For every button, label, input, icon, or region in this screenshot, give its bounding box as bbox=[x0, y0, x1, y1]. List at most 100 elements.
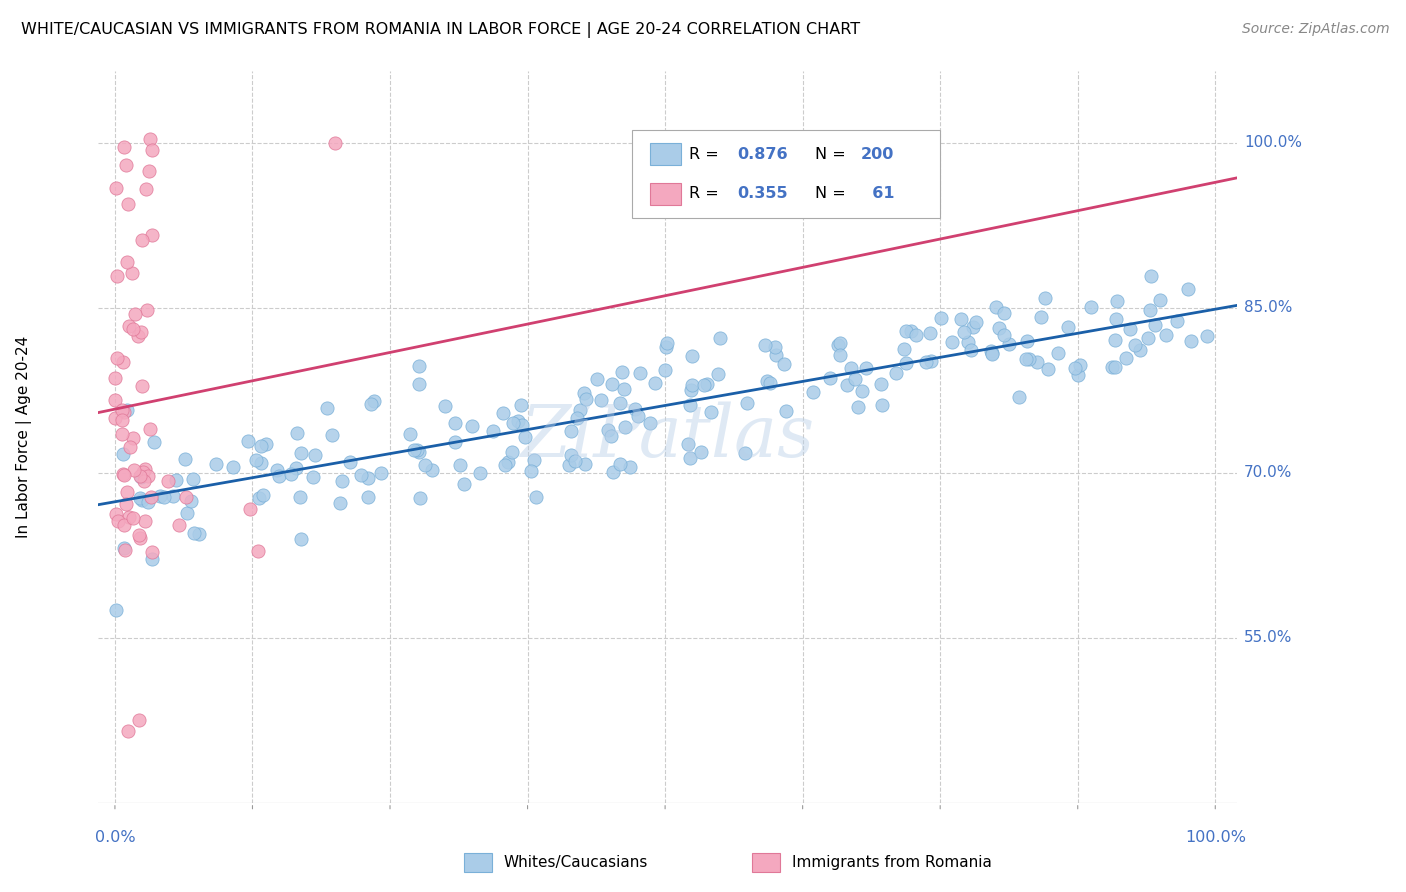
Point bbox=[1129, 343, 1152, 357]
Point bbox=[756, 374, 779, 388]
Point bbox=[1038, 362, 1060, 376]
Point bbox=[117, 484, 139, 499]
Point bbox=[122, 321, 145, 335]
Point bbox=[357, 471, 380, 485]
Point bbox=[1140, 269, 1163, 284]
Point bbox=[107, 514, 129, 528]
Point bbox=[734, 446, 756, 460]
Point bbox=[129, 470, 152, 484]
Point bbox=[589, 393, 612, 408]
Point bbox=[984, 300, 1007, 314]
Point bbox=[1119, 322, 1142, 336]
Point bbox=[496, 455, 519, 469]
Point bbox=[839, 361, 862, 376]
Point bbox=[993, 327, 1015, 342]
Point bbox=[128, 714, 150, 728]
Point bbox=[105, 269, 128, 284]
Point bbox=[586, 372, 609, 386]
Text: In Labor Force | Age 20-24: In Labor Force | Age 20-24 bbox=[17, 336, 32, 538]
Point bbox=[129, 491, 152, 505]
Point bbox=[111, 403, 134, 417]
Point bbox=[149, 489, 172, 503]
Point bbox=[870, 398, 893, 412]
Point bbox=[820, 370, 842, 384]
Text: Source: ZipAtlas.com: Source: ZipAtlas.com bbox=[1241, 22, 1389, 37]
Point bbox=[115, 158, 138, 172]
Point bbox=[920, 354, 942, 368]
Point bbox=[153, 490, 176, 504]
Point bbox=[357, 490, 380, 504]
Point bbox=[280, 467, 302, 481]
Point bbox=[759, 376, 782, 391]
Point bbox=[893, 342, 915, 356]
Point bbox=[110, 413, 132, 427]
Point bbox=[112, 541, 135, 555]
Point bbox=[638, 416, 661, 430]
Point bbox=[115, 403, 138, 417]
Text: R =: R = bbox=[689, 147, 724, 161]
Point bbox=[468, 467, 491, 481]
Point bbox=[408, 445, 430, 459]
Point bbox=[138, 164, 160, 178]
Point bbox=[329, 496, 352, 510]
Point bbox=[249, 439, 271, 453]
Point bbox=[956, 335, 979, 350]
Point bbox=[828, 336, 851, 351]
Point bbox=[105, 603, 128, 617]
Point bbox=[1166, 314, 1188, 328]
Point bbox=[613, 382, 636, 396]
Point bbox=[112, 354, 135, 368]
Point bbox=[128, 527, 150, 541]
Point bbox=[114, 517, 136, 532]
Point bbox=[844, 372, 866, 386]
Point bbox=[613, 420, 636, 434]
Point bbox=[131, 233, 153, 247]
Point bbox=[1067, 368, 1090, 382]
Point bbox=[1033, 291, 1056, 305]
Point bbox=[1057, 319, 1080, 334]
Point bbox=[920, 326, 942, 341]
Point bbox=[1046, 346, 1069, 360]
Point bbox=[112, 405, 135, 419]
Point bbox=[609, 395, 631, 409]
Point bbox=[1139, 302, 1161, 317]
Point bbox=[167, 518, 190, 533]
Point bbox=[572, 386, 595, 401]
Point bbox=[183, 473, 205, 487]
Point bbox=[405, 443, 427, 458]
Point bbox=[567, 410, 589, 425]
Point bbox=[737, 396, 759, 410]
Point bbox=[408, 376, 430, 391]
Point bbox=[132, 474, 155, 488]
Point bbox=[247, 491, 270, 505]
Point bbox=[117, 724, 139, 739]
Point bbox=[315, 401, 337, 416]
Point bbox=[1015, 334, 1038, 349]
Text: N =: N = bbox=[814, 186, 851, 202]
Text: Immigrants from Romania: Immigrants from Romania bbox=[792, 855, 991, 870]
Point bbox=[180, 494, 202, 508]
Point bbox=[115, 254, 138, 268]
Point bbox=[679, 398, 702, 412]
Point bbox=[134, 514, 156, 528]
Point bbox=[117, 197, 139, 211]
Point bbox=[131, 492, 153, 507]
Point bbox=[915, 354, 938, 368]
Point bbox=[644, 376, 666, 391]
Point bbox=[339, 455, 361, 469]
Point bbox=[962, 319, 984, 334]
Point bbox=[988, 320, 1011, 334]
Point bbox=[558, 458, 581, 473]
Point bbox=[118, 510, 141, 524]
Point bbox=[870, 376, 893, 391]
Point bbox=[205, 458, 228, 472]
Point bbox=[501, 445, 523, 459]
Point bbox=[285, 426, 308, 441]
Point bbox=[596, 423, 619, 437]
Point bbox=[628, 367, 651, 381]
Point bbox=[245, 453, 267, 467]
Point bbox=[502, 416, 524, 430]
Point bbox=[118, 440, 141, 454]
Text: 200: 200 bbox=[860, 147, 894, 161]
Point bbox=[321, 428, 343, 442]
